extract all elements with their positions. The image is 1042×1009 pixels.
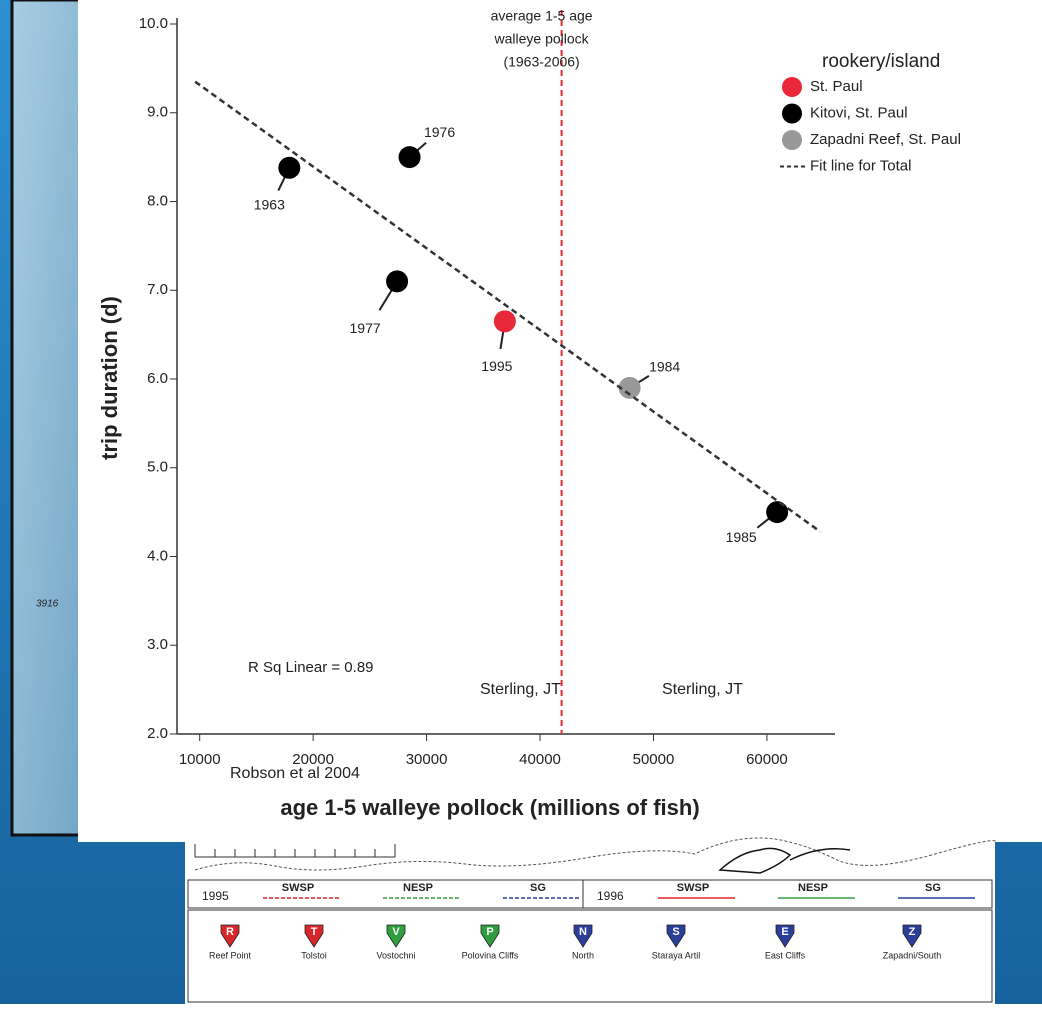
site-name: Vostochni [376, 950, 415, 960]
annotation: Robson et al 2004 [230, 765, 360, 782]
y-tick-label: 7.0 [147, 281, 168, 298]
site-code: S [672, 926, 679, 938]
site-name: Tolstoi [301, 950, 327, 960]
legend-label: Kitovi, St. Paul [810, 104, 908, 121]
group-name: NESP [798, 882, 828, 894]
site-code: R [226, 926, 234, 938]
slide: 3916 2.03.04.05.06.07.08.09.010.01000020… [0, 0, 1042, 1004]
x-tick-label: 30000 [406, 751, 448, 768]
group-name: SWSP [282, 882, 314, 894]
site-name: Staraya Artil [652, 950, 701, 960]
legend-marker [782, 104, 802, 124]
x-axis-title: age 1-5 walleye pollock (millions of fis… [280, 795, 699, 820]
y-tick-label: 5.0 [147, 459, 168, 476]
annotation: Sterling, JT [480, 681, 561, 698]
point-label: 1976 [424, 124, 455, 140]
site-code: V [392, 926, 400, 938]
page: 3916 2.03.04.05.06.07.08.09.010.01000020… [0, 0, 1042, 1004]
site-code: E [781, 926, 788, 938]
reference-label: average 1-5 age [491, 8, 593, 24]
y-tick-label: 4.0 [147, 547, 168, 564]
legend-label: Zapadni Reef, St. Paul [810, 131, 961, 148]
reference-label: walleye pollock [494, 31, 590, 47]
y-tick-label: 10.0 [139, 15, 168, 32]
legend-label: Fit line for Total [810, 157, 911, 174]
point [278, 157, 300, 179]
group-name: NESP [403, 882, 433, 894]
group-name: SG [530, 882, 546, 894]
site-code: Z [909, 926, 916, 938]
y-tick-label: 2.0 [147, 725, 168, 742]
point-label: 1984 [649, 359, 680, 375]
y-tick-label: 6.0 [147, 370, 168, 387]
point [399, 146, 421, 168]
x-tick-label: 40000 [519, 751, 561, 768]
y-axis-title: trip duration (d) [97, 296, 122, 460]
y-tick-label: 8.0 [147, 192, 168, 209]
map-legend-panel [185, 842, 995, 1004]
group-name: SWSP [677, 882, 709, 894]
site-name: Reef Point [209, 950, 252, 960]
site-name: Polovina Cliffs [462, 950, 519, 960]
site-name: East Cliffs [765, 950, 806, 960]
x-tick-label: 50000 [633, 751, 675, 768]
point-label: 1963 [254, 196, 285, 212]
legend-marker [782, 77, 802, 97]
point [766, 501, 788, 523]
point-label: 1985 [726, 529, 757, 545]
site-code: P [486, 926, 493, 938]
annotation: R Sq Linear = 0.89 [248, 659, 374, 676]
x-tick-label: 10000 [179, 751, 221, 768]
point [386, 270, 408, 292]
y-tick-label: 9.0 [147, 104, 168, 121]
point-label: 1977 [350, 320, 381, 336]
legend-title: rookery/island [822, 51, 940, 72]
legend-marker [782, 130, 802, 150]
point-label: 1995 [481, 358, 512, 374]
point [494, 310, 516, 332]
group-name: SG [925, 882, 941, 894]
site-name: North [572, 950, 594, 960]
annotation: Sterling, JT [662, 681, 743, 698]
year: 1995 [202, 889, 229, 903]
reference-label: (1963-2006) [503, 54, 579, 70]
site-code: T [311, 926, 318, 938]
x-tick-label: 60000 [746, 751, 788, 768]
legend-label: St. Paul [810, 78, 863, 95]
y-tick-label: 3.0 [147, 636, 168, 653]
chart-panel [78, 0, 1042, 842]
site-name: Zapadni/South [883, 950, 942, 960]
map-label: 3916 [36, 599, 59, 610]
year: 1996 [597, 889, 624, 903]
site-code: N [579, 926, 587, 938]
